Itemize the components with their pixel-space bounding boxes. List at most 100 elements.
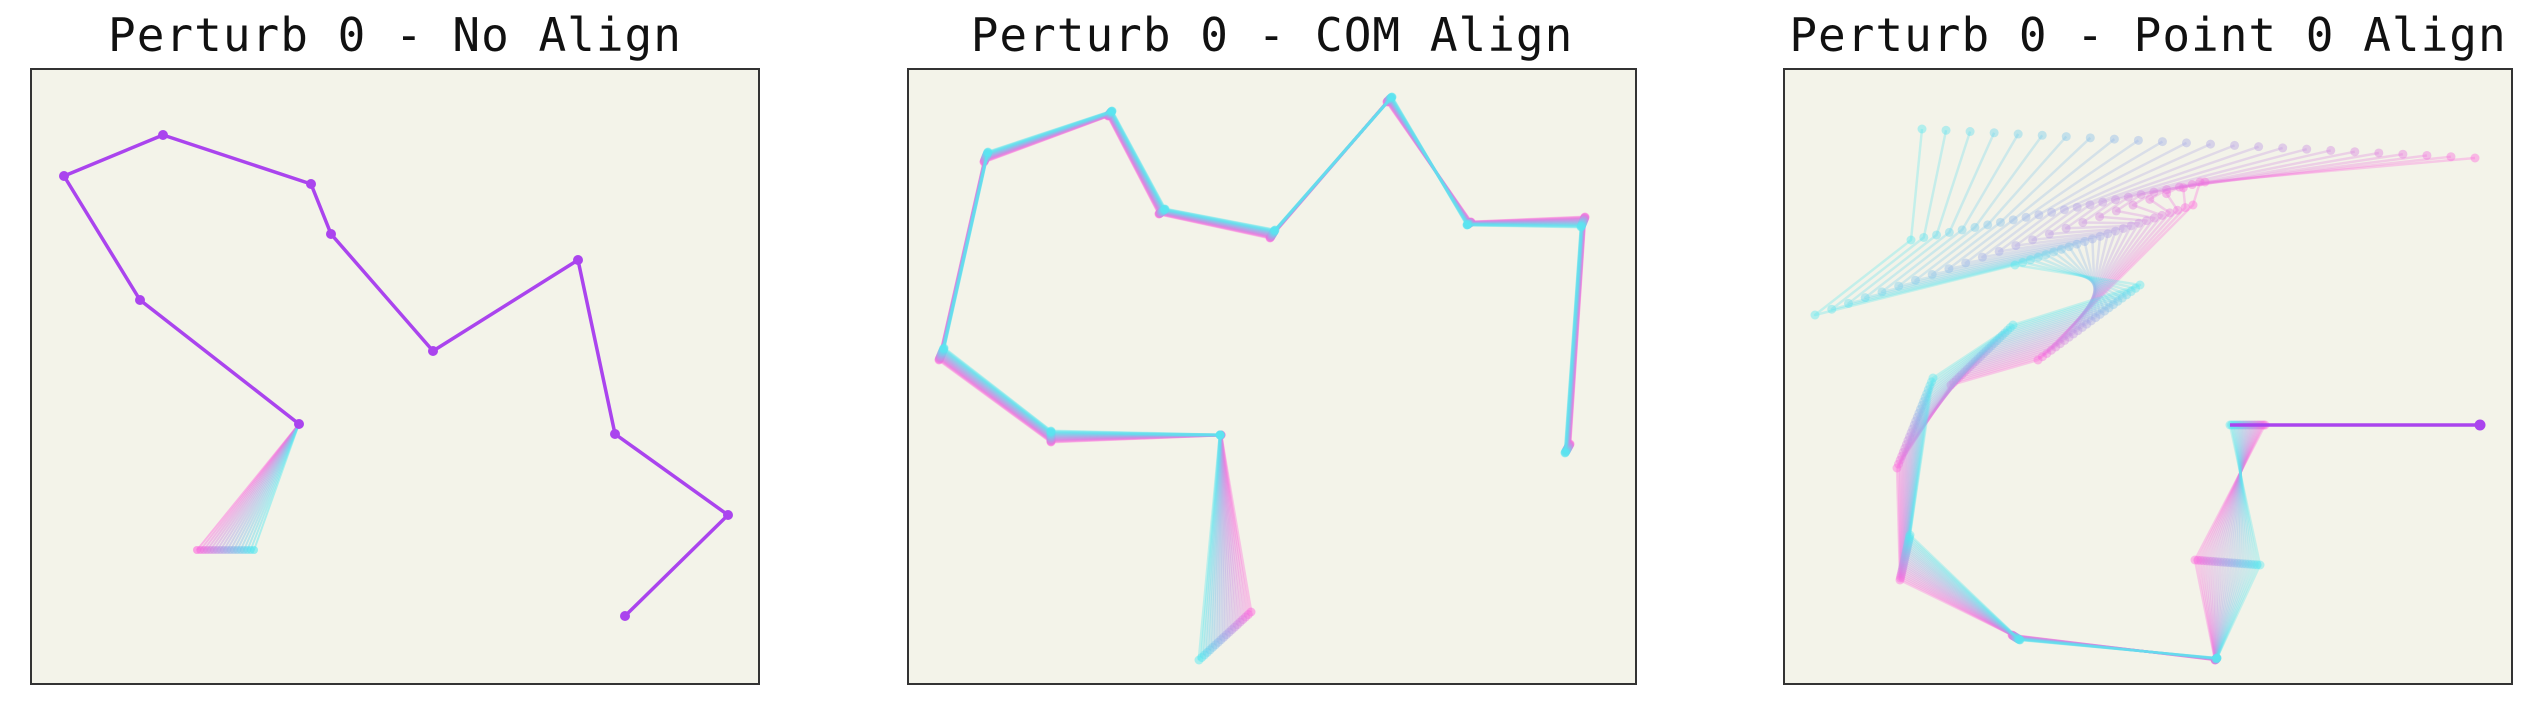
com-align-frame-4-joint-11	[1235, 617, 1245, 627]
fan-link-9	[226, 423, 300, 551]
com-align-frame-14-joint-7	[982, 150, 992, 160]
point0-align-frame-3-joint-5	[1896, 569, 1906, 579]
fan-link-3	[206, 423, 300, 551]
point0-align-frame-17-joint-5	[1902, 542, 1912, 552]
point0-align-frame-2-joint-8	[2042, 348, 2052, 358]
com-align-frame-13-joint-8	[937, 347, 947, 357]
point0-align-frame-20-joint-2	[2247, 559, 2257, 569]
point0-align-frame-7-joint-7	[1965, 362, 1975, 372]
point0-anchor-joint	[2474, 419, 2486, 431]
com-align-frame-18-joint-4	[1270, 225, 1280, 235]
com-align-frame-8-joint-2	[1464, 218, 1474, 228]
point0-align-frame-7-joint-3	[2211, 654, 2221, 664]
point0-align-frame-11-joint-7	[1976, 351, 1986, 361]
com-align-frame-13-joint-9	[1046, 429, 1056, 439]
com-align-frame-6-joint-4	[1267, 230, 1277, 240]
point0-align-frame-12-joint-12	[2181, 138, 2191, 148]
com-align-frame-11-joint-10	[1215, 430, 1225, 440]
com-align-frame-1-joint-0	[1565, 439, 1575, 449]
point0-align-frame-0-joint-6	[1892, 463, 1902, 473]
com-align-frame-11-joint-8	[937, 348, 947, 358]
com-align-frame-14-joint-10	[1215, 430, 1225, 440]
com-align-frame-15-joint-1	[1577, 220, 1587, 230]
com-align-frame-10-joint-5	[1157, 206, 1167, 216]
point0-align-frame-7-joint-10	[2078, 217, 2088, 227]
com-align-frame-8-joint-9	[1046, 432, 1056, 442]
point0-align-frame-6-joint-12	[2326, 145, 2336, 155]
point0-align-frame-14-joint-4	[2012, 633, 2022, 643]
no-align-joint-7	[158, 130, 168, 140]
com-align-frame-6-joint-3	[1384, 95, 1394, 105]
com-align-frame-11-joint-11	[1216, 635, 1226, 645]
point0-align-frame-0-joint-10	[2195, 177, 2205, 187]
point0-align-frame-16-joint-10	[1927, 270, 1937, 280]
point0-align-frame-19-chain-line	[1880, 133, 2480, 660]
point0-align-frame-1-joint-10	[2178, 183, 2188, 193]
com-align-frame-8-joint-5	[1157, 207, 1167, 217]
com-align-frame-1-joint-6	[1103, 111, 1113, 121]
com-align-frame-0-joint-10	[1216, 430, 1226, 440]
point0-align-frame-8-joint-11	[2098, 197, 2108, 207]
com-align-frame-18-joint-0	[1560, 448, 1570, 458]
com-align-frame-15-joint-8	[938, 346, 948, 356]
point0-align-frame-5-joint-9	[2149, 213, 2159, 223]
point0-align-frame-9-joint-9	[2118, 223, 2128, 233]
com-align-frame-3-joint-1	[1579, 214, 1589, 224]
point0-align-frame-3-joint-10	[2145, 194, 2155, 204]
point0-align-frame-2-chain-line	[1898, 154, 2480, 662]
point0-align-frame-4-joint-12	[2374, 148, 2384, 158]
fan-link-14	[243, 423, 300, 551]
point0-align-frame-18-joint-9	[2049, 247, 2059, 257]
com-align-frame-15-joint-2	[1463, 219, 1473, 229]
point0-align-frame-21-joint-10	[1843, 298, 1853, 308]
fan-link-12	[236, 423, 300, 551]
point0-align-frame-23-joint-4	[2015, 635, 2025, 645]
com-align-frame-16-joint-7	[982, 149, 992, 159]
point0-align-frame-21-joint-4	[2014, 635, 2024, 645]
com-align-frame-12-joint-5	[1158, 206, 1168, 216]
point0-align-frame-4-joint-3	[2210, 655, 2220, 665]
point0-align-frame-13-joint-10	[1977, 252, 1987, 262]
point0-align-frame-21-joint-2	[2249, 560, 2259, 570]
point0-align-frame-15-joint-6	[1915, 404, 1925, 414]
point0-align-frame-8-joint-4	[2010, 632, 2020, 642]
point0-align-frame-20-joint-8	[2122, 290, 2132, 300]
point0-align-frame-23-joint-5	[1905, 530, 1915, 540]
point0-align-frame-12-joint-6	[1911, 416, 1921, 426]
point0-align-frame-6-joint-8	[2060, 335, 2070, 345]
point0-align-frame-10-joint-9	[2111, 226, 2121, 236]
com-align-frame-19-joint-5	[1160, 204, 1170, 214]
com-align-frame-15-joint-4	[1269, 227, 1279, 237]
com-align-frame-1-joint-7	[979, 156, 989, 166]
com-align-frame-12-joint-7	[982, 151, 992, 161]
point0-align-frame-18-joint-5	[1903, 540, 1913, 550]
point0-align-frame-3-joint-3	[2210, 655, 2220, 665]
point0-align-frame-11-joint-4	[2011, 632, 2021, 642]
point0-align-frame-21-joint-9	[2025, 255, 2035, 265]
point0-align-frame-16-joint-7	[1989, 338, 1999, 348]
com-align-frame-18-joint-11	[1197, 652, 1207, 662]
point0-align-frame-15-joint-2	[2232, 558, 2242, 568]
point0-align-frame-9-joint-8	[2073, 326, 2083, 336]
fan-link-11	[232, 423, 300, 551]
point0-align-frame-4-joint-6	[1898, 447, 1908, 457]
point0-align-frame-20-joint-5	[1904, 536, 1914, 546]
point0-align-frame-7-joint-11	[2111, 195, 2121, 205]
com-align-frame-7-joint-8	[936, 351, 946, 361]
com-align-frame-5-joint-5	[1156, 208, 1166, 218]
com-align-frame-19-joint-1	[1576, 222, 1586, 232]
point0-align-frame-13-joint-3	[2211, 654, 2221, 664]
point0-align-frame-21-chain-line	[1847, 131, 2480, 660]
point0-align-frame-17-joint-10	[1910, 275, 1920, 285]
point0-align-frame-13-chain-line	[1904, 140, 2480, 661]
com-align-frame-5-joint-8	[935, 352, 945, 362]
point0-align-frame-19-joint-8	[2117, 293, 2127, 303]
point0-align-frame-2-joint-9	[2173, 205, 2183, 215]
com-align-frame-14-chain-line	[941, 96, 1584, 648]
point0-align-frame-14-joint-10	[1961, 258, 1971, 268]
point0-align-frame-17-joint-7	[1992, 336, 2002, 346]
com-align-frame-8-joint-1	[1578, 216, 1588, 226]
point0-align-frame-9-joint-12	[2254, 142, 2264, 152]
com-align-frame-7-joint-4	[1267, 230, 1277, 240]
point0-align-frame-14-joint-12	[2133, 135, 2143, 145]
